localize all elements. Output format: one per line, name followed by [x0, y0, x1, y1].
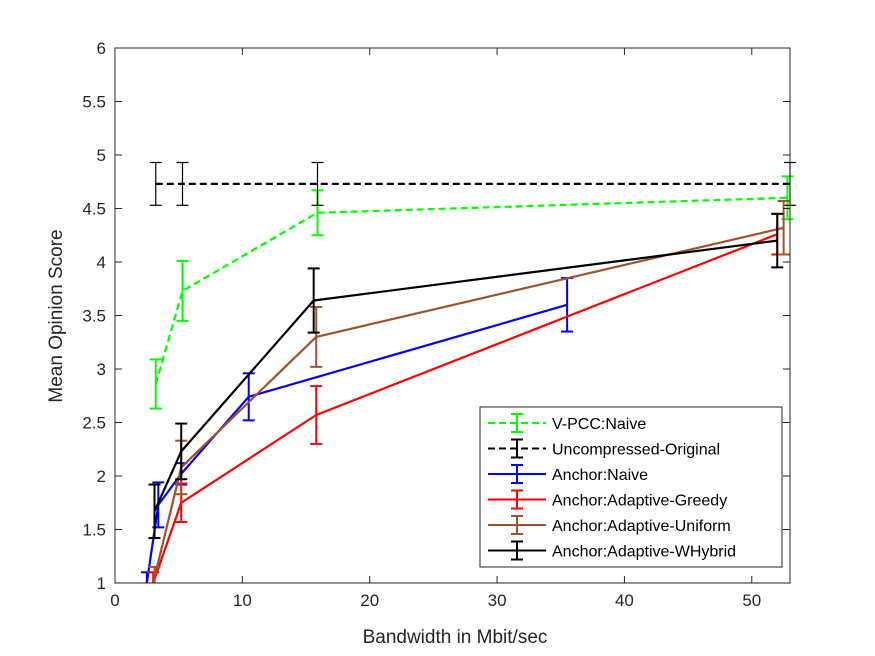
y-tick-label: 1 [97, 574, 106, 593]
y-tick-label: 4 [97, 253, 106, 272]
legend-label: Anchor:Naive [552, 467, 648, 484]
error-bar [310, 385, 323, 445]
axes-layer: 0 10 20 30 40 50 1 1.5 2 2.5 3 3.5 4 4.5 5 5.5 6 [82, 39, 791, 610]
y-tick-label: 4.5 [82, 200, 106, 219]
error-bar [176, 259, 189, 322]
legend-entry-anchor-adaptive-greedy: Anchor:Adaptive-Greedy [488, 489, 727, 510]
legend-label: Uncompressed-Original [552, 442, 720, 459]
series-anchor-adaptive-whybrid [148, 212, 784, 540]
error-bar [148, 565, 161, 583]
error-bar [176, 161, 189, 206]
legend-label: V-PCC:Naive [552, 416, 646, 433]
series-layer [140, 161, 796, 584]
x-tick-label: 20 [360, 591, 379, 610]
error-bar [148, 483, 161, 540]
error-bar [307, 267, 320, 334]
y-tick-label: 3.5 [82, 307, 106, 326]
legend-entry-uncompressed-original: Uncompressed-Original [488, 438, 720, 459]
legend-label: Anchor:Adaptive-Uniform [552, 518, 731, 535]
error-bar [147, 571, 160, 583]
legend-label: Anchor:Adaptive-Greedy [552, 493, 727, 510]
y-tick-label: 5 [97, 146, 106, 165]
y-tick-label: 1.5 [82, 521, 106, 540]
error-bar [175, 422, 188, 481]
legend-entry-v-pcc-naive: V-PCC:Naive [488, 413, 646, 433]
x-tick-label: 40 [615, 591, 634, 610]
y-tick-label: 2.5 [82, 414, 106, 433]
series-line-anchor-adaptive-greedy [152, 233, 778, 584]
x-tick-label: 10 [233, 591, 252, 610]
y-tick-label: 6 [97, 39, 106, 58]
x-tick-label: 30 [488, 591, 507, 610]
error-bar [149, 161, 162, 206]
error-bar [149, 358, 162, 410]
series-anchor-adaptive-uniform [148, 200, 790, 583]
legend-label: Anchor:Adaptive-WHybrid [552, 544, 736, 561]
legend-entry-anchor-adaptive-whybrid: Anchor:Adaptive-WHybrid [488, 540, 736, 561]
legend-entry-anchor-adaptive-uniform: Anchor:Adaptive-Uniform [488, 515, 731, 535]
error-bar [310, 305, 323, 368]
x-axis-title: Bandwidth in Mbit/sec [363, 627, 548, 648]
legend-box [479, 406, 783, 568]
error-bar [777, 200, 790, 256]
legend: V-PCC:Naive Uncompressed-Original Anchor:N… [479, 406, 783, 568]
series-line-anchor-adaptive-whybrid [153, 239, 778, 512]
series-line-v-pcc-naive [154, 196, 788, 385]
error-bar [311, 161, 324, 206]
y-tick-label: 3 [97, 360, 106, 379]
legend-entry-anchor-naive: Anchor:Naive [488, 464, 648, 484]
y-tick-label: 2 [97, 467, 106, 486]
x-tick-label: 50 [742, 591, 761, 610]
y-tick-label: 5.5 [82, 93, 106, 112]
series-line-anchor-adaptive-uniform [153, 226, 784, 578]
x-tick-label: 0 [110, 591, 119, 610]
y-axis-title: Mean Opinion Score [46, 229, 67, 402]
error-bar [771, 212, 784, 269]
